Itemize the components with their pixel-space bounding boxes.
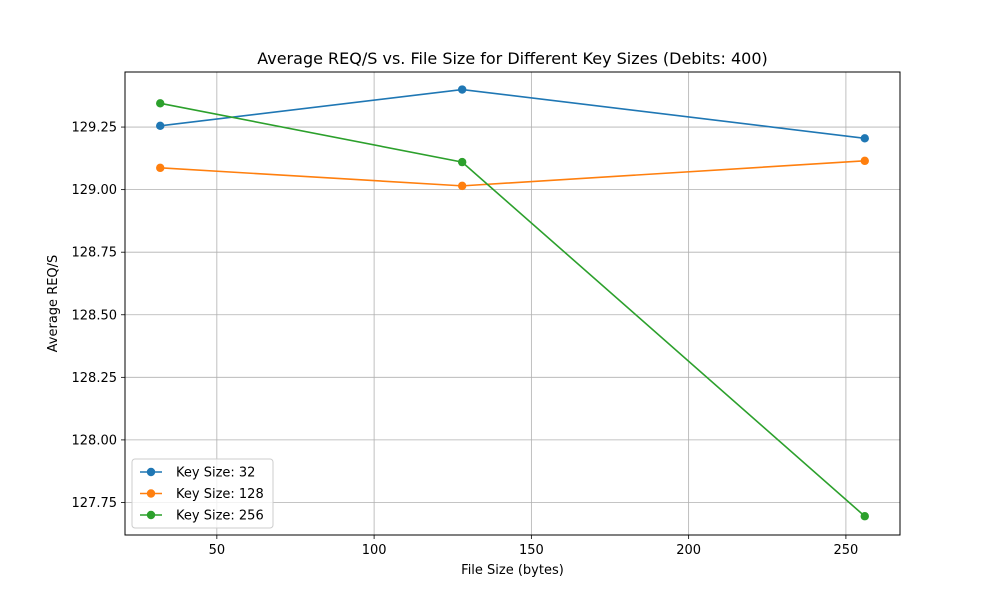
data-point xyxy=(156,121,165,131)
legend-marker xyxy=(146,510,156,520)
series-3 xyxy=(156,99,869,521)
x-tick-label: 250 xyxy=(833,543,858,558)
data-point xyxy=(457,85,467,94)
grid-lines xyxy=(125,72,900,535)
y-axis-title: Average REQ/S xyxy=(46,255,61,353)
x-tick-label: 200 xyxy=(676,543,701,558)
x-axis-ticks: 50 100 150 200 250 xyxy=(209,535,858,558)
plot-area-frame xyxy=(124,71,901,536)
y-tick-label: 127.75 xyxy=(72,496,118,511)
data-point xyxy=(860,512,869,521)
y-tick-label: 129.25 xyxy=(72,121,118,136)
legend-box xyxy=(131,458,274,529)
legend-label: Key Size: 32 xyxy=(176,466,255,481)
chart-title: Average REQ/S vs. File Size for Differen… xyxy=(257,49,768,68)
legend-marker xyxy=(146,489,156,498)
legend-item: Key Size: 32 xyxy=(140,466,255,481)
legend-item: Key Size: 256 xyxy=(140,509,264,524)
data-point xyxy=(156,99,165,108)
data-point xyxy=(860,156,869,166)
y-tick-label: 128.25 xyxy=(72,371,118,386)
y-tick-label: 129.00 xyxy=(72,183,118,198)
legend-marker xyxy=(146,467,156,477)
data-point xyxy=(457,157,467,167)
data-series xyxy=(156,85,869,521)
y-axis-ticks: 127.75 128.00 128.25 128.50 128.75 129.00 129.… xyxy=(72,121,125,511)
series-1 xyxy=(156,85,869,143)
data-point xyxy=(457,181,467,191)
legend-label: Key Size: 128 xyxy=(176,487,264,502)
y-tick-label: 128.00 xyxy=(72,433,118,448)
x-tick-label: 50 xyxy=(209,543,226,558)
legend: Key Size: 32 Key Size: 128 Key Size: 256 xyxy=(131,458,274,529)
y-tick-label: 128.75 xyxy=(72,246,118,261)
series-2 xyxy=(156,156,869,191)
x-tick-label: 150 xyxy=(519,543,544,558)
legend-label: Key Size: 256 xyxy=(176,509,264,524)
data-point xyxy=(860,134,869,143)
x-tick-label: 100 xyxy=(362,543,387,558)
x-axis-title: File Size (bytes) xyxy=(461,563,564,578)
y-tick-label: 128.50 xyxy=(72,308,118,323)
data-point xyxy=(156,163,165,173)
legend-item: Key Size: 128 xyxy=(140,487,264,502)
